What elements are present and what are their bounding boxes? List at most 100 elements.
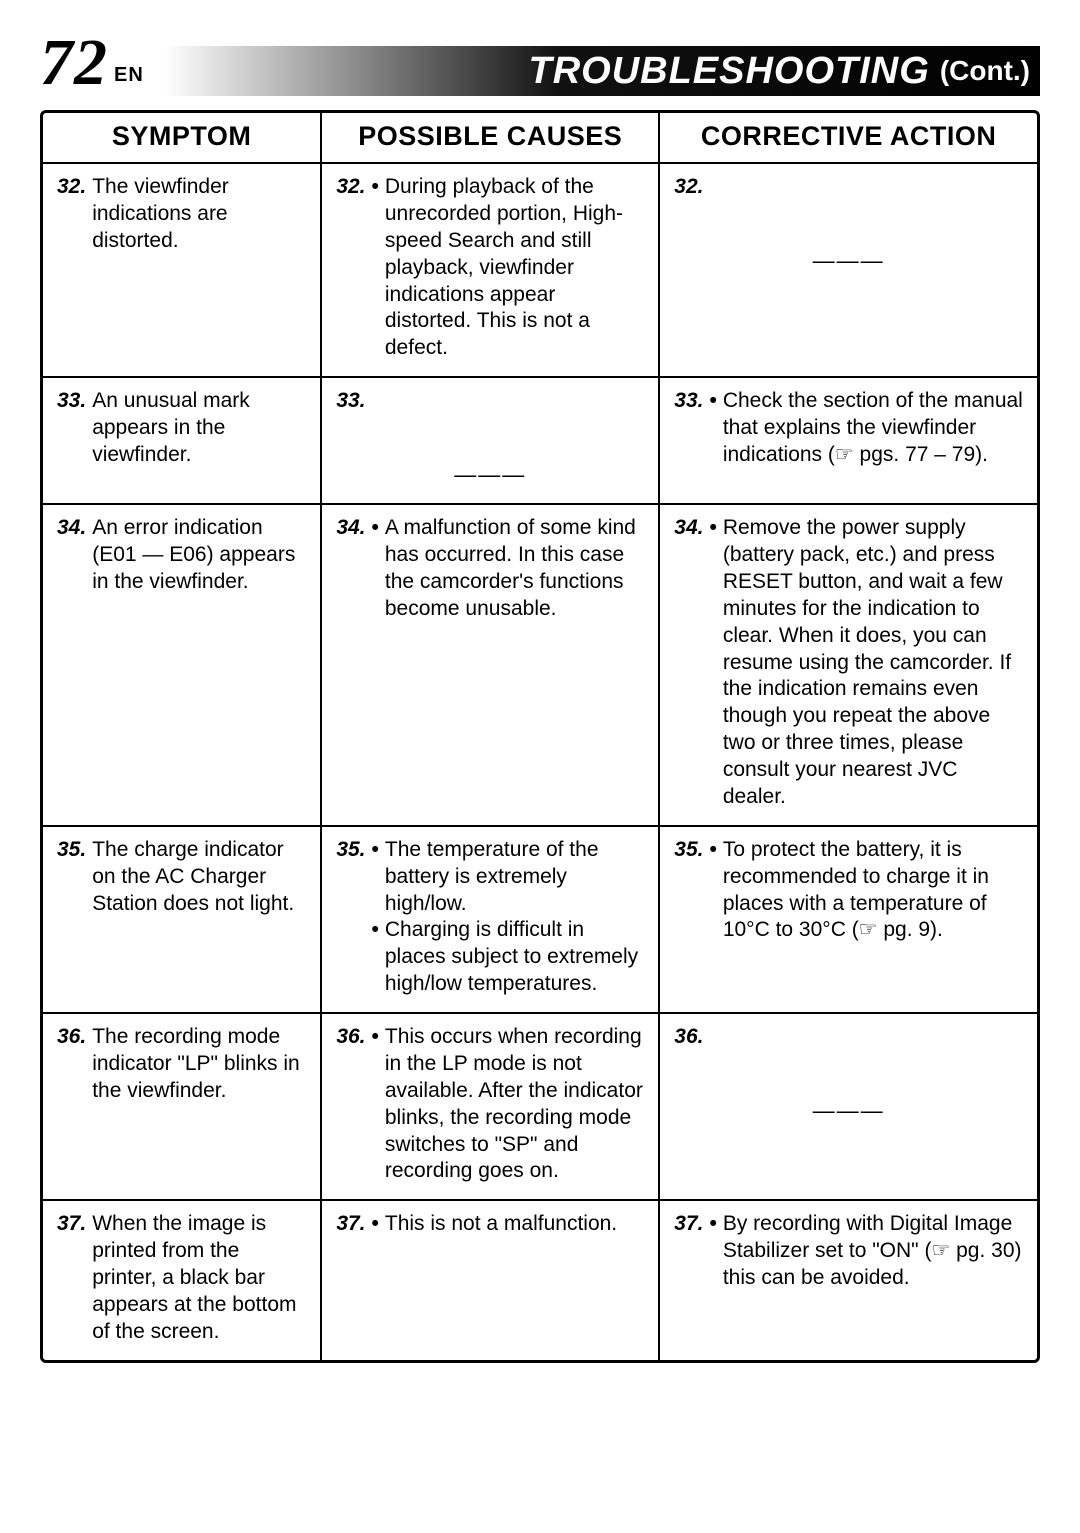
causes-cell: 35.•The temperature of the battery is ex… bbox=[321, 826, 659, 1013]
action-cell: 37.•By recording with Digital Image Stab… bbox=[659, 1200, 1037, 1359]
action-item: •By recording with Digital Image Stabili… bbox=[709, 1211, 1023, 1292]
table-row: 32. The viewfinder indications are distor… bbox=[43, 163, 1037, 377]
page-header: 72 EN TROUBLESHOOTING (Cont.) bbox=[40, 30, 1040, 96]
action-text: To protect the battery, it is recommende… bbox=[723, 837, 1023, 945]
action-item: •To protect the battery, it is recommend… bbox=[709, 837, 1023, 945]
cause-item: •This occurs when recording in the LP mo… bbox=[372, 1024, 645, 1185]
table-row: 34.An error indication (E01 — E06) appea… bbox=[43, 504, 1037, 826]
row-number: 34. bbox=[336, 515, 365, 623]
row-number: 33. bbox=[674, 388, 703, 469]
causes-list: •This is not a malfunction. bbox=[372, 1211, 618, 1238]
symptom-text: An error indication (E01 — E06) appears … bbox=[92, 515, 306, 596]
cause-item: •The temperature of the battery is extre… bbox=[372, 837, 645, 918]
symptom-cell: 35.The charge indicator on the AC Charge… bbox=[43, 826, 321, 1013]
cause-item: •Charging is difficult in places subject… bbox=[372, 917, 645, 998]
row-number: 32. bbox=[336, 174, 365, 362]
causes-cell: 37. •This is not a malfunction. bbox=[321, 1200, 659, 1359]
bullet-icon: • bbox=[709, 837, 716, 945]
col-header-action: CORRECTIVE ACTION bbox=[659, 113, 1037, 163]
col-header-causes: POSSIBLE CAUSES bbox=[321, 113, 659, 163]
table-row: 36.The recording mode indicator "LP" bli… bbox=[43, 1013, 1037, 1200]
row-number: 36. bbox=[336, 1024, 365, 1185]
table-body: 32. The viewfinder indications are distor… bbox=[43, 163, 1037, 1360]
action-item: •Remove the power supply (battery pack, … bbox=[709, 515, 1023, 811]
page: 72 EN TROUBLESHOOTING (Cont.) SYMPTOM PO… bbox=[0, 0, 1080, 1403]
row-number: 34. bbox=[57, 515, 86, 596]
row-number: 35. bbox=[336, 837, 365, 998]
row-number: 35. bbox=[674, 837, 703, 945]
cause-text: The temperature of the battery is extrem… bbox=[385, 837, 644, 918]
cause-text: Charging is difficult in places subject … bbox=[385, 917, 644, 998]
action-text: Remove the power supply (battery pack, e… bbox=[723, 515, 1023, 811]
causes-cell: 36.•This occurs when recording in the LP… bbox=[321, 1013, 659, 1200]
action-item: •Check the section of the manual that ex… bbox=[709, 388, 1023, 469]
symptom-cell: 37.When the image is printed from the pr… bbox=[43, 1200, 321, 1359]
page-number-block: 72 EN bbox=[40, 30, 144, 96]
bullet-icon: • bbox=[709, 388, 716, 469]
row-number: 36. bbox=[674, 1025, 703, 1048]
row-number: 35. bbox=[57, 837, 86, 918]
bullet-icon: • bbox=[372, 917, 379, 998]
action-text: Check the section of the manual that exp… bbox=[723, 388, 1023, 469]
row-number: 37. bbox=[336, 1211, 365, 1238]
action-text: By recording with Digital Image Stabiliz… bbox=[723, 1211, 1023, 1292]
table-row: 35.The charge indicator on the AC Charge… bbox=[43, 826, 1037, 1013]
symptom-text: An unusual mark appears in the viewfinde… bbox=[92, 388, 306, 469]
dash-placeholder: ——— bbox=[674, 1097, 1023, 1125]
symptom-text: The recording mode indicator "LP" blinks… bbox=[92, 1024, 306, 1105]
actions-list: •Check the section of the manual that ex… bbox=[709, 388, 1023, 469]
actions-list: •By recording with Digital Image Stabili… bbox=[709, 1211, 1023, 1292]
causes-cell: 33. ——— bbox=[321, 377, 659, 504]
action-cell: 33.•Check the section of the manual that… bbox=[659, 377, 1037, 504]
row-number: 32. bbox=[674, 175, 703, 198]
symptom-text: The viewfinder indications are distorted… bbox=[92, 174, 306, 255]
action-cell: 36. ——— bbox=[659, 1013, 1037, 1200]
actions-list: •Remove the power supply (battery pack, … bbox=[709, 515, 1023, 811]
page-number: 72 bbox=[40, 30, 108, 96]
symptom-cell: 32.The viewfinder indications are distor… bbox=[43, 163, 321, 377]
symptom-text: The charge indicator on the AC Charger S… bbox=[92, 837, 306, 918]
title-bar: TROUBLESHOOTING (Cont.) bbox=[164, 46, 1040, 96]
row-number: 37. bbox=[674, 1211, 703, 1292]
cause-text: During playback of the unrecorded portio… bbox=[385, 174, 644, 362]
row-number: 33. bbox=[57, 388, 86, 469]
bullet-icon: • bbox=[372, 515, 379, 623]
causes-list: •During playback of the unrecorded porti… bbox=[372, 174, 645, 362]
bullet-icon: • bbox=[372, 1211, 379, 1238]
troubleshooting-table: SYMPTOM POSSIBLE CAUSES CORRECTIVE ACTIO… bbox=[43, 113, 1037, 1360]
table-row: 33.An unusual mark appears in the viewfi… bbox=[43, 377, 1037, 504]
table-row: 37. When the image is printed from the pr… bbox=[43, 1200, 1037, 1359]
cause-item: •This is not a malfunction. bbox=[372, 1211, 618, 1238]
bullet-icon: • bbox=[709, 1211, 716, 1292]
causes-list: •This occurs when recording in the LP mo… bbox=[372, 1024, 645, 1185]
symptom-cell: 36.The recording mode indicator "LP" bli… bbox=[43, 1013, 321, 1200]
causes-cell: 32.•During playback of the unrecorded po… bbox=[321, 163, 659, 377]
cause-item: •A malfunction of some kind has occurred… bbox=[372, 515, 645, 623]
cause-text: This occurs when recording in the LP mod… bbox=[385, 1024, 644, 1185]
troubleshooting-table-wrap: SYMPTOM POSSIBLE CAUSES CORRECTIVE ACTIO… bbox=[40, 110, 1040, 1363]
row-number: 34. bbox=[674, 515, 703, 811]
row-number: 36. bbox=[57, 1024, 86, 1105]
col-header-symptom: SYMPTOM bbox=[43, 113, 321, 163]
action-cell: 35.•To protect the battery, it is recomm… bbox=[659, 826, 1037, 1013]
bullet-icon: • bbox=[709, 515, 716, 811]
dash-placeholder: ——— bbox=[674, 247, 1023, 275]
bullet-icon: • bbox=[372, 837, 379, 918]
cause-text: A malfunction of some kind has occurred.… bbox=[385, 515, 644, 623]
causes-list: •A malfunction of some kind has occurred… bbox=[372, 515, 645, 623]
page-language: EN bbox=[114, 64, 144, 87]
bullet-icon: • bbox=[372, 1024, 379, 1185]
action-cell: 32. ——— bbox=[659, 163, 1037, 377]
symptom-text: When the image is printed from the print… bbox=[92, 1211, 306, 1345]
cause-item: •During playback of the unrecorded porti… bbox=[372, 174, 645, 362]
table-header-row: SYMPTOM POSSIBLE CAUSES CORRECTIVE ACTIO… bbox=[43, 113, 1037, 163]
cause-text: This is not a malfunction. bbox=[385, 1211, 617, 1238]
section-title: TROUBLESHOOTING bbox=[528, 50, 929, 93]
dash-placeholder: ——— bbox=[336, 461, 644, 489]
causes-list: •The temperature of the battery is extre… bbox=[372, 837, 645, 998]
symptom-cell: 34.An error indication (E01 — E06) appea… bbox=[43, 504, 321, 826]
action-cell: 34.•Remove the power supply (battery pac… bbox=[659, 504, 1037, 826]
row-number: 33. bbox=[336, 389, 365, 412]
section-title-cont: (Cont.) bbox=[940, 55, 1030, 87]
actions-list: •To protect the battery, it is recommend… bbox=[709, 837, 1023, 945]
